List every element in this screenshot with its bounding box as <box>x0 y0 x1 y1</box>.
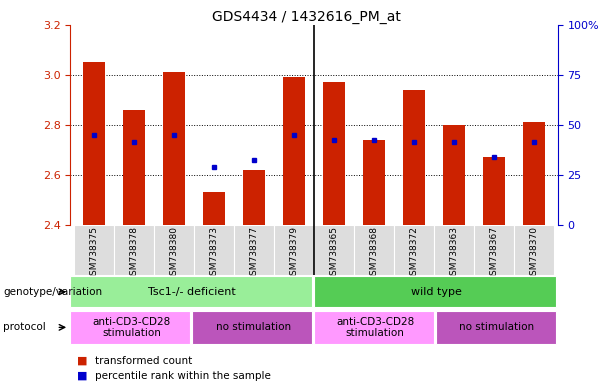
Text: Tsc1-/- deficient: Tsc1-/- deficient <box>148 287 236 297</box>
Text: GSM738379: GSM738379 <box>290 226 299 281</box>
Text: protocol: protocol <box>3 322 46 333</box>
Bar <box>75 225 115 275</box>
Bar <box>474 225 514 275</box>
Bar <box>115 225 154 275</box>
Bar <box>443 125 465 225</box>
Text: no stimulation: no stimulation <box>216 322 291 333</box>
Text: wild type: wild type <box>411 287 462 297</box>
Bar <box>83 63 105 225</box>
Text: GSM738377: GSM738377 <box>249 226 259 281</box>
Bar <box>314 276 556 307</box>
Bar <box>70 311 190 344</box>
Bar <box>314 311 434 344</box>
Bar <box>323 83 345 225</box>
Bar <box>192 311 312 344</box>
Text: GSM738365: GSM738365 <box>330 226 338 281</box>
Bar <box>164 73 185 225</box>
Text: GSM738378: GSM738378 <box>130 226 139 281</box>
Text: anti-CD3-CD28
stimulation: anti-CD3-CD28 stimulation <box>93 316 170 338</box>
Bar <box>283 78 305 225</box>
Bar <box>234 225 274 275</box>
Text: GSM738373: GSM738373 <box>210 226 219 281</box>
Text: percentile rank within the sample: percentile rank within the sample <box>95 371 271 381</box>
Bar <box>154 225 194 275</box>
Bar <box>354 225 394 275</box>
Text: ■: ■ <box>77 356 87 366</box>
Bar <box>123 110 145 225</box>
Bar <box>194 225 234 275</box>
Bar <box>483 157 505 225</box>
Text: transformed count: transformed count <box>95 356 192 366</box>
Text: GSM738368: GSM738368 <box>370 226 379 281</box>
Bar <box>434 225 474 275</box>
Bar <box>204 192 226 225</box>
Bar <box>514 225 554 275</box>
Bar <box>70 276 312 307</box>
Text: GSM738380: GSM738380 <box>170 226 179 281</box>
Bar <box>274 225 314 275</box>
Text: GSM738375: GSM738375 <box>90 226 99 281</box>
Bar <box>394 225 434 275</box>
Text: GSM738370: GSM738370 <box>530 226 538 281</box>
Bar <box>403 90 425 225</box>
Text: genotype/variation: genotype/variation <box>3 287 102 297</box>
Text: anti-CD3-CD28
stimulation: anti-CD3-CD28 stimulation <box>336 316 414 338</box>
Text: ■: ■ <box>77 371 87 381</box>
Bar <box>314 225 354 275</box>
Text: GSM738363: GSM738363 <box>449 226 459 281</box>
Bar <box>523 122 545 225</box>
Text: no stimulation: no stimulation <box>459 322 535 333</box>
Text: GDS4434 / 1432616_PM_at: GDS4434 / 1432616_PM_at <box>212 10 401 23</box>
Text: GSM738372: GSM738372 <box>409 226 419 281</box>
Bar <box>363 140 385 225</box>
Text: GSM738367: GSM738367 <box>489 226 498 281</box>
Bar <box>243 170 265 225</box>
Bar <box>436 311 556 344</box>
